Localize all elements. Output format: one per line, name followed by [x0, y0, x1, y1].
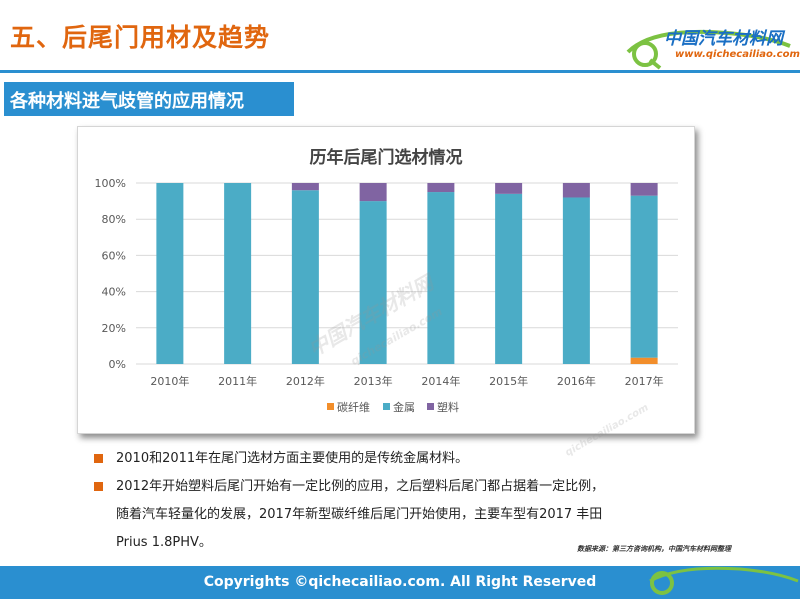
x-tick-label: 2013年 — [354, 374, 393, 388]
bullet-list: 2010和2011年在尾门选材方面主要使用的是传统金属材料。 2012年开始塑料… — [92, 445, 732, 557]
bar-segment — [291, 183, 319, 191]
chart-title: 历年后尾门选材情况 — [309, 148, 463, 168]
bullet-line: Prius 1.8PHV。 — [116, 535, 212, 550]
brand-logo: 中国汽车材料网 www.qichecailiao.com — [620, 22, 800, 72]
bullet-line: 2010和2011年在尾门选材方面主要使用的是传统金属材料。 — [116, 451, 469, 466]
bar-segment — [359, 201, 387, 364]
bar-segment — [562, 183, 590, 198]
bullet-square-icon — [94, 454, 103, 463]
section-subtitle: 各种材料进气歧管的应用情况 — [10, 91, 244, 112]
legend-swatch — [427, 403, 434, 410]
footer-logo-icon — [649, 566, 799, 595]
footer-copyright: Copyrights ©qichecailiao.com. All Right … — [203, 574, 597, 590]
bullet-line: 2012年开始塑料后尾门开始有一定比例的应用，之后塑料后尾门都占据着一定比例， — [116, 479, 605, 494]
bar-segment — [630, 195, 658, 358]
bar-segment — [291, 190, 319, 364]
bar-segment — [359, 183, 387, 202]
y-tick-label: 60% — [102, 249, 126, 262]
x-tick-label: 2010年 — [150, 374, 189, 388]
bullet-square-icon — [94, 482, 103, 491]
bar-segment — [224, 183, 252, 364]
bar-segment — [562, 197, 590, 364]
bar-segment — [156, 183, 184, 364]
y-tick-label: 0% — [109, 358, 126, 371]
bar-segment — [427, 192, 455, 364]
logo-name: 中国汽车材料网 — [664, 29, 783, 49]
x-tick-label: 2012年 — [286, 374, 325, 388]
stacked-bar-chart: 0% 20% 40% 60% 80% 100% 2010年 2011年 2012年 2013年 20… — [95, 177, 678, 414]
bar-segment — [630, 183, 658, 196]
x-tick-label: 2011年 — [218, 374, 257, 388]
car-logo-icon — [626, 29, 791, 70]
bar-segment — [495, 193, 523, 364]
y-tick-label: 20% — [102, 322, 126, 335]
x-tick-label: 2014年 — [421, 374, 460, 388]
legend-swatch — [383, 403, 390, 410]
x-tick-label: 2017年 — [625, 374, 664, 388]
bar-segment — [630, 357, 658, 364]
legend-label: 塑料 — [437, 400, 459, 414]
x-tick-label: 2016年 — [557, 374, 596, 388]
bullet-line: 随着汽车轻量化的发展，2017年新型碳纤维后尾门开始使用，主要车型有2017 丰… — [116, 507, 603, 522]
y-tick-label: 100% — [95, 177, 126, 190]
legend-label: 金属 — [393, 400, 415, 414]
page-title: 五、后尾门用材及趋势 — [10, 23, 271, 52]
bullet-item: 2012年开始塑料后尾门开始有一定比例的应用，之后塑料后尾门都占据着一定比例， … — [92, 473, 732, 557]
legend-label: 碳纤维 — [337, 400, 370, 414]
bar-segment — [427, 183, 455, 193]
y-tick-label: 40% — [102, 286, 126, 299]
legend-swatch — [327, 403, 334, 410]
header-divider — [0, 70, 800, 73]
y-tick-label: 80% — [102, 213, 126, 226]
subtitle-bar — [4, 82, 294, 116]
chart-container: 历年后尾门选材情况 0% 20% 40% 60% 80% 100% 2010年 2011年 20… — [77, 126, 695, 434]
bullet-item: 2010和2011年在尾门选材方面主要使用的是传统金属材料。 — [92, 445, 732, 473]
source-note: 数据来源：第三方咨询机构，中国汽车材料网整理 — [577, 545, 731, 553]
x-tick-label: 2015年 — [489, 374, 528, 388]
logo-url: www.qichecailiao.com — [675, 49, 800, 60]
bar-segment — [495, 183, 523, 194]
